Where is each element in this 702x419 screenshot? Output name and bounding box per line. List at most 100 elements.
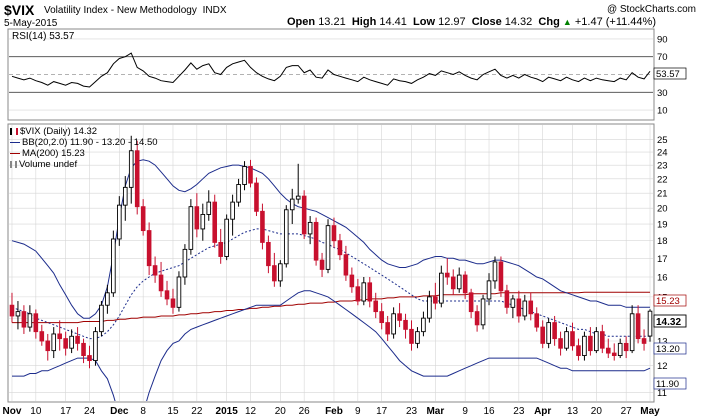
change-value: +1.47 (+11.44%)	[574, 16, 656, 28]
date-label: 12	[245, 406, 257, 417]
legend-price: $VIX (Daily) 14.32	[10, 126, 158, 137]
ma-tag-box	[653, 294, 687, 307]
candle-body	[391, 313, 396, 335]
price-tick-label: 13	[657, 336, 668, 347]
bb-mid-tag-value: 13.20	[656, 344, 680, 355]
candle-body	[158, 274, 164, 292]
candle-body	[564, 331, 569, 349]
candle-body	[373, 300, 379, 313]
candle-body	[474, 311, 480, 326]
price-tick-label: 22	[657, 174, 668, 185]
candle-body	[582, 335, 587, 357]
date-label: Nov	[3, 406, 22, 417]
candle-body	[361, 282, 367, 302]
candle-body	[283, 209, 289, 265]
ma-price-tag: 15.23	[653, 294, 687, 307]
candle-body	[415, 331, 420, 344]
candle-body	[349, 274, 355, 288]
date-label: 22	[191, 406, 203, 417]
candle-body	[63, 338, 68, 349]
legend-bb: BB(20,2.0) 11.90 - 13.20 - 14.50	[10, 137, 158, 148]
date-label: 10	[30, 406, 42, 417]
candle-body	[337, 240, 343, 256]
date-label: May	[640, 406, 660, 417]
candle-body	[403, 319, 408, 330]
price-panel-frame	[7, 123, 655, 403]
candle-body	[522, 300, 528, 317]
candle-body	[456, 274, 462, 290]
legend-price-label: $VIX (Daily) 14.32	[20, 126, 98, 137]
candle-body	[242, 166, 247, 185]
candle-body	[343, 254, 349, 276]
candle-body	[492, 261, 498, 282]
candle-body	[611, 352, 617, 357]
candle-body	[427, 296, 432, 319]
high-label: High	[351, 16, 377, 28]
candle-body	[134, 150, 140, 208]
candle-body	[236, 184, 241, 203]
candle-body	[546, 322, 551, 344]
rsi-current-value: 53.57	[656, 69, 680, 80]
chart-symbol: $VIX	[4, 2, 35, 18]
candle-body	[146, 230, 152, 267]
candle-body	[182, 248, 188, 278]
bb-lower-price-tag: 11.90	[653, 377, 687, 390]
date-label: 17	[376, 406, 388, 417]
candle-body	[462, 274, 468, 294]
bb-line-icon	[10, 142, 20, 143]
candle-body	[170, 298, 176, 308]
candle-body	[480, 298, 486, 326]
price-tick-label: 20	[657, 204, 668, 215]
change-label: Chg	[538, 16, 560, 28]
candle-body	[504, 290, 510, 308]
candle-body	[99, 304, 104, 333]
candle-body	[39, 331, 45, 342]
candle-body	[319, 259, 325, 270]
candle-body	[51, 333, 57, 352]
date-label: Dec	[110, 406, 129, 417]
date-label: 9	[462, 406, 468, 417]
candle-body	[230, 201, 235, 220]
candle-body	[444, 272, 450, 278]
price-tick-label: 18	[657, 236, 668, 247]
candle-body	[558, 338, 563, 349]
candle-body	[594, 331, 599, 352]
high-value: 14.41	[379, 16, 407, 28]
candle-body	[325, 225, 331, 270]
ma200-line	[12, 291, 650, 324]
close-price-tag: 14.32	[653, 314, 687, 328]
price-tick-label: 12	[657, 361, 668, 372]
bb-mid-tag-box	[653, 342, 687, 355]
price-panel: 252423222120191817161514131211 Nov101724…	[3, 123, 687, 417]
candle-body	[33, 313, 39, 333]
candle-body	[224, 218, 229, 257]
price-tick-label: 23	[657, 161, 668, 172]
price-tick-label: 17	[657, 254, 668, 265]
candle-body	[117, 204, 122, 240]
candle-body	[528, 300, 534, 315]
candle-body	[75, 335, 80, 344]
candle-body	[140, 206, 146, 232]
open-value: 13.21	[318, 16, 346, 28]
bb-mid-price-tag: 13.20	[653, 342, 687, 355]
low-label: Low	[413, 16, 436, 28]
date-label: 23	[406, 406, 418, 417]
candle-body	[468, 292, 474, 313]
date-label: 17	[60, 406, 72, 417]
exchange-label: INDX	[202, 5, 227, 16]
low-value: 12.97	[438, 16, 466, 28]
close-tag-box	[653, 314, 687, 328]
price-grid	[9, 139, 653, 393]
legend-ma: MA(200) 15.23	[10, 148, 158, 159]
candle-body	[635, 313, 641, 340]
candle-body	[397, 313, 402, 321]
candle-body	[69, 335, 74, 349]
chart-legend: $VIX (Daily) 14.32 BB(20,2.0) 11.90 - 13…	[10, 126, 158, 170]
candle-body	[617, 342, 623, 357]
date-label: 27	[621, 406, 633, 417]
candle-body	[516, 298, 522, 317]
candle-body	[152, 265, 158, 276]
candle-body	[450, 276, 456, 290]
candle-body	[355, 286, 361, 302]
